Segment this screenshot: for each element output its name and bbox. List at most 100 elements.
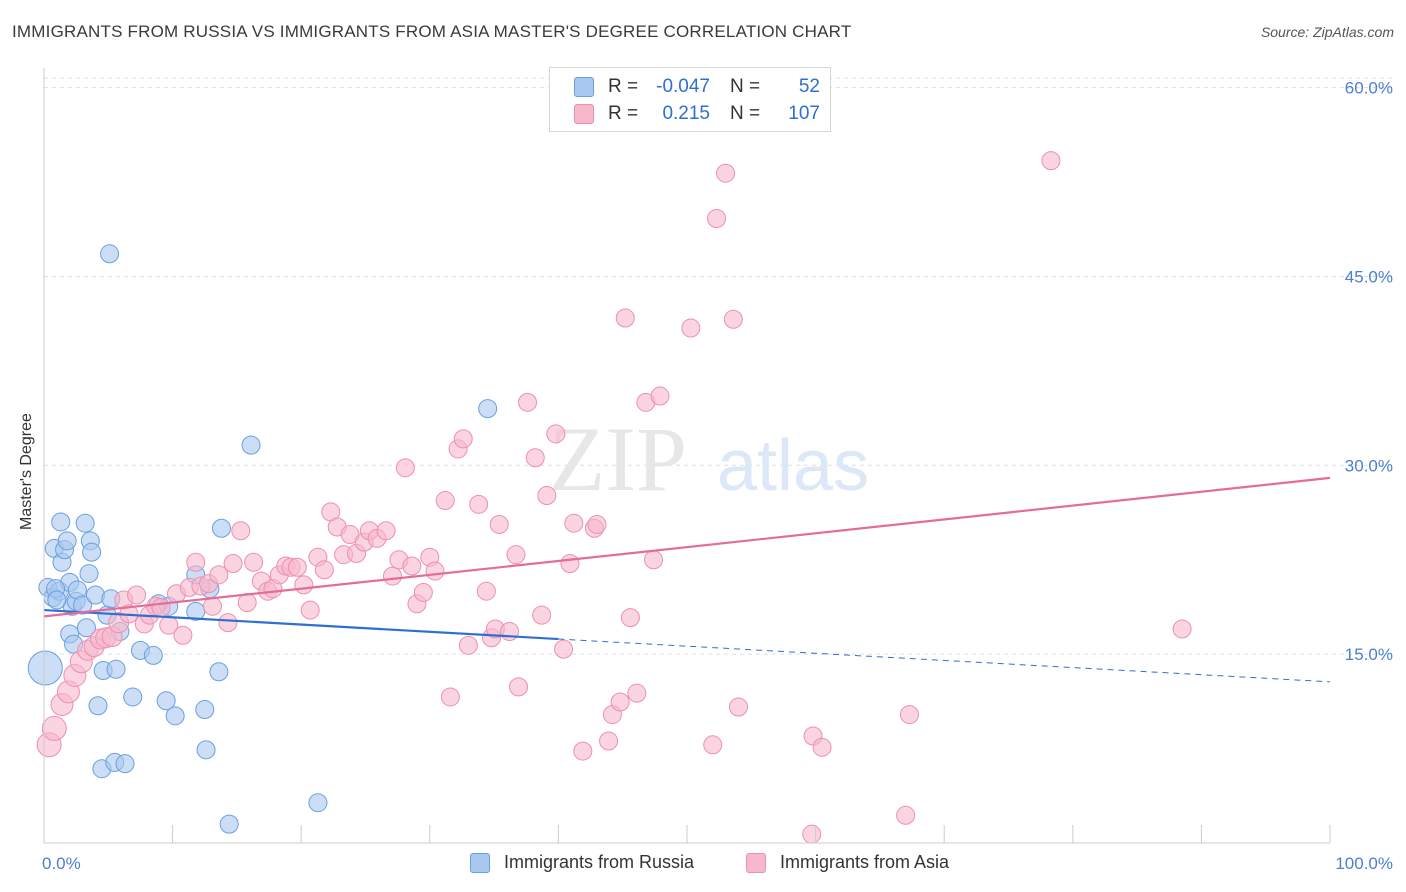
- legend-swatch-asia: [574, 104, 594, 124]
- asia-point: [587, 514, 607, 534]
- series-swatch-russia: [470, 852, 490, 873]
- russia-point: [79, 564, 99, 584]
- legend-r-value: -0.047: [656, 76, 710, 97]
- legend-row-russia: R = -0.047 N = 52: [574, 75, 820, 99]
- legend-n-value: 52: [798, 76, 820, 97]
- y-tick-label: 15.0%: [1345, 645, 1393, 664]
- asia-point: [546, 424, 566, 444]
- series-legend-asia: Immigrants from Asia: [746, 852, 949, 873]
- asia-point: [573, 741, 593, 761]
- russia-point: [75, 513, 95, 533]
- x-tick-label-start: 0.0%: [42, 854, 81, 873]
- asia-point: [627, 683, 647, 703]
- asia-point: [151, 598, 171, 618]
- russia-trend-line: [43, 608, 559, 641]
- asia-point: [644, 550, 664, 570]
- russia-point: [478, 399, 498, 419]
- asia-point: [453, 429, 473, 449]
- asia-point: [509, 677, 529, 697]
- asia-point: [294, 575, 314, 595]
- x-tick-label-end: 100.0%: [1335, 854, 1393, 873]
- asia-point: [554, 639, 574, 659]
- russia-point: [100, 244, 120, 264]
- asia-point: [610, 692, 630, 712]
- russia-point: [241, 435, 261, 455]
- russia-point: [156, 691, 176, 711]
- chart-title: IMMIGRANTS FROM RUSSIA VS IMMIGRANTS FRO…: [12, 22, 852, 41]
- asia-point: [681, 318, 701, 338]
- asia-point: [218, 613, 238, 633]
- legend-n-value: 107: [788, 103, 820, 124]
- asia-point: [707, 209, 727, 229]
- russia-point: [196, 740, 216, 760]
- y-tick-label: 45.0%: [1345, 267, 1393, 286]
- asia-point: [314, 560, 334, 580]
- asia-point: [812, 737, 832, 757]
- series-legend-russia: Immigrants from Russia: [470, 852, 694, 873]
- russia-point: [308, 793, 328, 813]
- asia-point: [376, 521, 396, 541]
- asia-point: [300, 600, 320, 620]
- legend-row-asia: R = 0.215 N = 107: [574, 102, 820, 126]
- russia-point: [76, 618, 96, 638]
- asia-point: [173, 625, 193, 645]
- asia-point: [723, 309, 743, 329]
- asia-point: [469, 494, 489, 514]
- series-swatch-asia: [746, 852, 766, 873]
- russia-point: [115, 754, 135, 774]
- legend-r-value: 0.215: [662, 103, 710, 124]
- asia-point: [615, 308, 635, 328]
- russia-point: [211, 518, 231, 538]
- asia-point: [425, 561, 445, 581]
- asia-point: [899, 705, 919, 725]
- asia-point: [532, 605, 552, 625]
- asia-point: [500, 621, 520, 641]
- asia-point: [413, 582, 433, 602]
- asia-point: [564, 513, 584, 533]
- asia-point: [599, 731, 619, 751]
- russia-point: [123, 687, 143, 707]
- asia-point: [383, 566, 403, 586]
- russia-point: [143, 645, 163, 665]
- russia-trend-extension: [558, 638, 1331, 683]
- russia-point: [165, 706, 185, 726]
- points-layer: [27, 151, 1192, 844]
- asia-point: [41, 715, 67, 741]
- legend-n-label: N =: [730, 76, 761, 97]
- asia-point: [435, 491, 455, 511]
- asia-point: [802, 824, 822, 844]
- russia-point: [27, 650, 63, 686]
- russia-point: [82, 542, 102, 562]
- asia-point: [209, 565, 229, 585]
- legend-swatch-russia: [574, 77, 594, 97]
- asia-point: [395, 458, 415, 478]
- russia-point: [47, 590, 67, 610]
- asia-point: [518, 392, 538, 412]
- asia-point: [244, 552, 264, 572]
- asia-point: [537, 486, 557, 506]
- legend-r-label: R =: [608, 103, 639, 124]
- asia-point: [402, 556, 422, 576]
- asia-point: [223, 553, 243, 573]
- asia-point: [458, 635, 478, 655]
- asia-point: [287, 557, 307, 577]
- asia-point: [440, 687, 460, 707]
- source-label: Source: ZipAtlas.com: [1260, 24, 1394, 40]
- asia-point: [620, 608, 640, 628]
- stats-legend: R = -0.047 N = 52 R = 0.215 N = 107: [549, 67, 831, 132]
- legend-r-label: R =: [608, 76, 639, 97]
- series-label-russia: Immigrants from Russia: [504, 852, 695, 872]
- asia-point: [525, 448, 545, 468]
- russia-point: [209, 662, 229, 682]
- asia-point: [728, 697, 748, 717]
- axis-layer: 15.0% 30.0% 45.0% 60.0% 0.0% 100.0%: [42, 68, 1393, 873]
- y-tick-label: 60.0%: [1345, 79, 1393, 98]
- asia-point: [1172, 619, 1192, 639]
- y-tick-label: 30.0%: [1345, 456, 1393, 475]
- russia-point: [195, 700, 215, 720]
- asia-trend-line: [43, 476, 1331, 618]
- asia-point: [1041, 151, 1061, 171]
- series-legend: Immigrants from Russia Immigrants from A…: [0, 852, 1406, 878]
- watermark-zip: ZIP: [549, 408, 687, 510]
